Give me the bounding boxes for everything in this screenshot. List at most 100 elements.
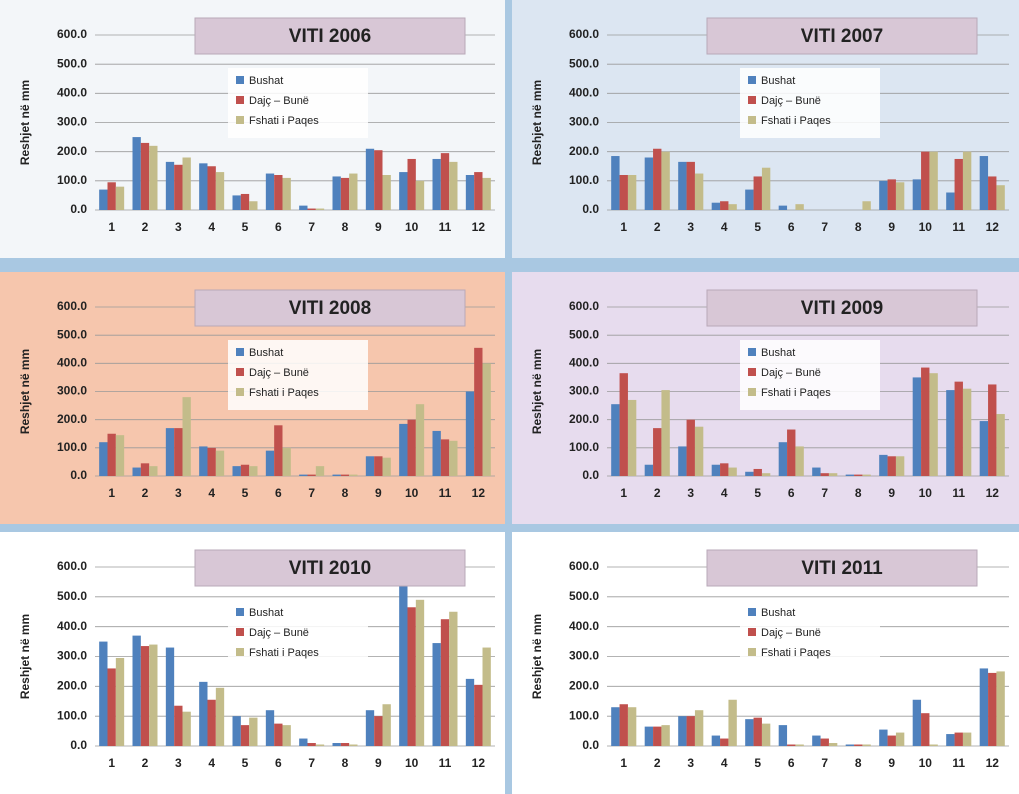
y-tick-label: 100.0 [569, 440, 599, 454]
bar [753, 468, 762, 476]
y-axis-label: Reshjet në mm [530, 80, 544, 165]
bar [619, 704, 628, 746]
bar [240, 725, 250, 746]
bar [115, 435, 125, 476]
title-box [706, 17, 978, 55]
legend-label: Bushat [761, 75, 795, 87]
bar [432, 643, 441, 746]
bar [240, 464, 250, 476]
x-tick-label: 1 [620, 756, 627, 770]
chart-panel: Reshjet në mm 0.0 100.0 200.0 300.0 400.0 500.… [0, 0, 505, 258]
x-tick-label: 12 [986, 756, 1000, 770]
x-tick-label: 7 [821, 220, 828, 234]
x-tick-label: 1 [108, 756, 115, 770]
bar [382, 457, 391, 476]
x-tick-label: 8 [855, 756, 862, 770]
bar [661, 151, 670, 210]
bar [761, 167, 771, 210]
x-tick-label: 10 [405, 756, 419, 770]
y-tick-label: 600.0 [569, 559, 599, 573]
legend-swatch [748, 628, 756, 636]
bar [694, 710, 704, 746]
bar [165, 161, 175, 210]
bar [232, 716, 241, 746]
legend-label: Fshati i Paqes [761, 115, 831, 127]
bar [382, 175, 391, 210]
legend-swatch [748, 348, 756, 356]
chart-panel: Reshjet në mm 0.0 100.0 200.0 300.0 400.0 500.… [512, 272, 1019, 524]
chart-panel: Reshjet në mm 0.0 100.0 200.0 300.0 400.0 500.… [0, 532, 505, 794]
bar [265, 173, 275, 210]
bar [449, 440, 458, 476]
x-tick-label: 10 [405, 486, 419, 500]
bar [299, 474, 308, 476]
x-tick-label: 11 [952, 220, 965, 234]
title-box [194, 289, 466, 327]
bar [711, 735, 721, 746]
bar [996, 671, 1005, 746]
bar [653, 148, 662, 210]
bar [432, 158, 441, 210]
bar [661, 390, 670, 476]
x-tick-label: 5 [754, 486, 761, 500]
bar [474, 172, 483, 210]
bar [895, 456, 905, 476]
legend-label: Dajç – Bunë [249, 627, 309, 639]
bar [787, 744, 796, 746]
bar [249, 717, 258, 746]
bar [678, 716, 687, 746]
bar [174, 705, 183, 746]
chart-title: VITI 2007 [801, 26, 883, 47]
bar [962, 151, 972, 210]
bar [954, 732, 963, 746]
bar [482, 177, 491, 210]
bar [778, 442, 788, 476]
x-tick-label: 5 [242, 220, 249, 234]
x-tick-label: 1 [620, 486, 627, 500]
bar [745, 471, 754, 476]
x-tick-label: 2 [654, 756, 661, 770]
bar [996, 185, 1005, 210]
x-tick-label: 5 [242, 756, 249, 770]
bar [399, 558, 408, 746]
bar [332, 176, 341, 210]
x-tick-label: 7 [308, 756, 315, 770]
y-tick-label: 400.0 [569, 356, 599, 370]
bar [365, 456, 375, 476]
x-tick-label: 4 [721, 756, 728, 770]
bar [215, 450, 225, 476]
x-tick-label: 4 [208, 486, 215, 500]
legend-label: Dajç – Bunë [761, 627, 821, 639]
bar [482, 363, 491, 476]
legend-swatch [748, 96, 756, 104]
legend-swatch [236, 388, 244, 396]
chart-title: VITI 2008 [289, 298, 371, 319]
bar [199, 446, 208, 476]
chart-title: VITI 2011 [801, 558, 883, 579]
bar [929, 744, 938, 746]
bar [661, 725, 670, 746]
bar [678, 161, 687, 210]
bar [174, 428, 183, 476]
x-tick-label: 6 [275, 220, 282, 234]
bar [929, 373, 938, 476]
y-tick-label: 300.0 [569, 115, 599, 129]
legend-label: Bushat [761, 347, 795, 359]
y-axis-label: Reshjet në mm [18, 614, 32, 699]
x-tick-label: 6 [275, 756, 282, 770]
bar [753, 176, 762, 210]
bar [132, 137, 141, 210]
bar [761, 473, 771, 476]
y-tick-label: 100.0 [569, 708, 599, 722]
bar [149, 644, 158, 746]
bar [653, 428, 662, 476]
bar [99, 442, 108, 476]
bar [728, 467, 737, 476]
bar [778, 725, 788, 746]
y-tick-label: 0.0 [70, 202, 87, 216]
x-tick-label: 8 [342, 486, 349, 500]
bar [265, 450, 275, 476]
x-tick-label: 3 [687, 220, 694, 234]
bar [686, 716, 695, 746]
bar [449, 161, 458, 210]
